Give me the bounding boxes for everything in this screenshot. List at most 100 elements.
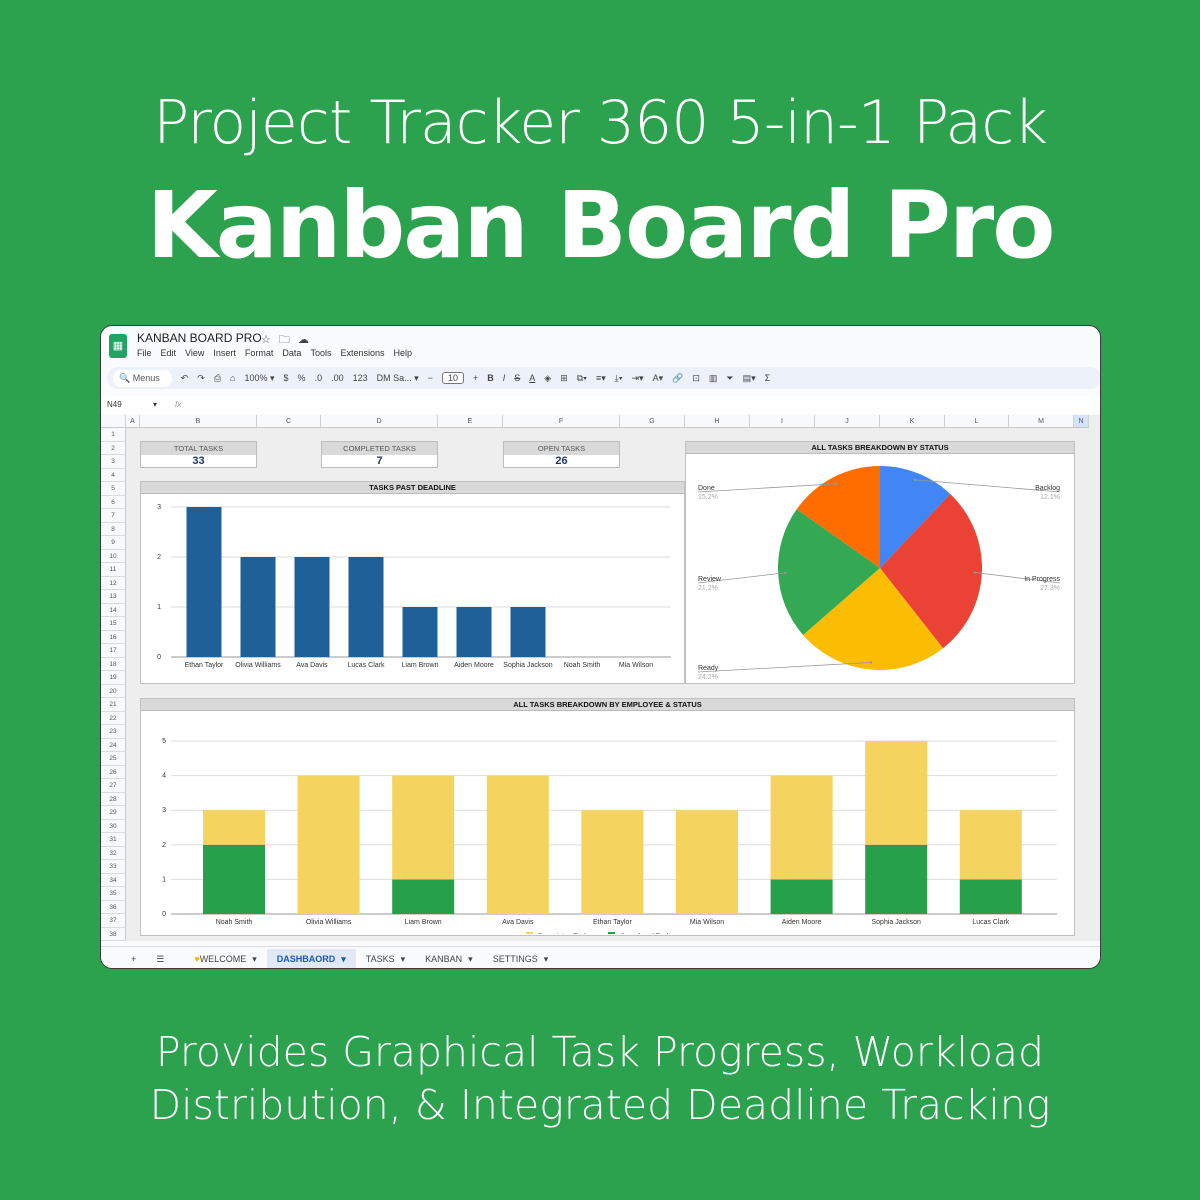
tab-settings[interactable]: SETTINGS ▾ xyxy=(483,949,559,969)
row-header[interactable]: 12 xyxy=(101,576,126,590)
cloud-status-icon[interactable]: ☁ xyxy=(297,334,317,346)
bar-remaining-tasks[interactable] xyxy=(959,810,1022,880)
tab-tasks[interactable]: TASKS ▾ xyxy=(356,949,415,969)
tab-dropdown-icon[interactable]: ▾ xyxy=(400,953,406,964)
merge-cells-icon[interactable]: ⧉▾ xyxy=(576,372,587,383)
row-header[interactable]: 31 xyxy=(101,833,126,847)
row-header[interactable]: 6 xyxy=(101,495,126,509)
row-header[interactable]: 38 xyxy=(101,927,126,941)
bar-ava-davis[interactable] xyxy=(294,557,330,657)
font-size-input[interactable]: 10 xyxy=(441,372,464,384)
bar-remaining-tasks[interactable] xyxy=(297,775,360,914)
formula-input[interactable] xyxy=(186,398,1086,412)
pie-slice-in-progress[interactable] xyxy=(880,494,982,649)
number-format-button[interactable]: 123 xyxy=(352,373,368,383)
column-header-G[interactable]: G xyxy=(620,415,685,428)
zoom-select[interactable]: 100% ▾ xyxy=(244,372,275,383)
tab-dropdown-icon[interactable]: ▾ xyxy=(252,953,257,964)
row-header[interactable]: 25 xyxy=(101,752,126,766)
fill-color-icon[interactable]: ◈ xyxy=(544,372,552,383)
bar-completed-tasks[interactable] xyxy=(392,879,455,914)
column-header-N[interactable]: N xyxy=(1074,415,1089,428)
menus-search[interactable]: 🔍 Menus xyxy=(113,369,172,387)
bar-remaining-tasks[interactable] xyxy=(865,741,928,845)
undo-icon[interactable]: ↶ xyxy=(180,372,189,383)
bar-remaining-tasks[interactable] xyxy=(581,810,644,914)
column-header-E[interactable]: E xyxy=(438,415,503,428)
bar-olivia-williams[interactable] xyxy=(240,557,276,657)
row-header[interactable]: 4 xyxy=(101,468,126,482)
row-header[interactable]: 13 xyxy=(101,590,126,604)
add-sheet-icon[interactable]: + xyxy=(131,953,137,964)
column-header-H[interactable]: H xyxy=(685,415,750,428)
row-header[interactable]: 32 xyxy=(101,846,126,860)
tab-kanban[interactable]: KANBAN ▾ xyxy=(415,949,483,969)
bar-remaining-tasks[interactable] xyxy=(676,810,738,914)
row-header[interactable]: 10 xyxy=(101,549,126,563)
tab-dashbaord[interactable]: DASHBAORD ▾ xyxy=(266,948,356,968)
row-header[interactable]: 27 xyxy=(101,779,126,793)
bar-remaining-tasks[interactable] xyxy=(770,775,833,880)
bar-remaining-tasks[interactable] xyxy=(203,810,265,845)
filter-icon[interactable]: ⏷ xyxy=(726,372,734,383)
name-box-dropdown-icon[interactable]: ▾ xyxy=(153,400,158,409)
filter-views-icon[interactable]: ▤▾ xyxy=(742,372,756,383)
column-header-C[interactable]: C xyxy=(257,415,321,428)
paint-format-icon[interactable]: ⌂ xyxy=(230,373,236,383)
currency-button[interactable]: $ xyxy=(283,373,289,383)
vertical-align-icon[interactable]: ⤓▾ xyxy=(614,372,623,383)
row-header[interactable]: 3 xyxy=(101,455,126,469)
borders-icon[interactable]: ⊞ xyxy=(560,372,568,383)
menu-data[interactable]: Data xyxy=(282,348,302,358)
print-icon[interactable]: ⎙ xyxy=(213,372,222,383)
pie-slice-review[interactable] xyxy=(778,509,880,635)
column-header-A[interactable]: A xyxy=(126,415,140,428)
chart-icon[interactable]: ▥ xyxy=(708,372,718,383)
row-header[interactable]: 35 xyxy=(101,887,126,901)
row-header[interactable]: 21 xyxy=(101,698,126,712)
font-select[interactable]: DM Sa... ▾ xyxy=(376,372,419,383)
bar-remaining-tasks[interactable] xyxy=(392,775,455,880)
tasks-past-deadline-chart[interactable]: TASKS PAST DEADLINE 0 1 2 3 Ethan Taylor Olivi… xyxy=(140,481,685,684)
bold-icon[interactable]: B xyxy=(487,373,494,383)
bar-sophia-jackson[interactable] xyxy=(510,607,546,657)
row-header[interactable]: 19 xyxy=(101,671,126,685)
row-header[interactable]: 2 xyxy=(101,441,126,455)
column-header-I[interactable]: I xyxy=(750,415,815,428)
row-header[interactable]: 7 xyxy=(101,509,126,523)
menu-format[interactable]: Format xyxy=(244,348,274,358)
column-header-D[interactable]: D xyxy=(321,415,438,428)
sheet-grid[interactable]: A B C D E F G H I J K L M N 1 2 3 4 5 6 7 8 9 10 11 12 13 14 15 16 17 1… xyxy=(101,415,1100,941)
row-header[interactable]: 28 xyxy=(101,792,126,806)
bar-remaining-tasks[interactable] xyxy=(486,775,549,914)
column-header-J[interactable]: J xyxy=(815,415,880,428)
row-header[interactable]: 26 xyxy=(101,765,126,779)
bar-aiden-moore[interactable] xyxy=(456,607,492,657)
row-header[interactable]: 34 xyxy=(101,873,126,887)
pie-slice-done[interactable] xyxy=(796,466,880,568)
row-header[interactable]: 16 xyxy=(101,630,126,644)
comment-icon[interactable]: ⊡ xyxy=(692,372,700,383)
font-size-decrease-icon[interactable]: − xyxy=(427,373,433,383)
bar-completed-tasks[interactable] xyxy=(203,844,265,914)
italic-icon[interactable]: I xyxy=(502,373,506,383)
pie-slice-ready[interactable] xyxy=(803,568,944,670)
menu-edit[interactable]: Edit xyxy=(160,348,177,358)
row-header[interactable]: 36 xyxy=(101,900,126,914)
row-header[interactable]: 8 xyxy=(101,522,126,536)
align-icon[interactable]: ≡▾ xyxy=(595,372,606,383)
row-header[interactable]: 24 xyxy=(101,738,126,752)
strikethrough-icon[interactable]: S xyxy=(514,373,521,383)
row-header[interactable]: 22 xyxy=(101,711,126,725)
menu-tools[interactable]: Tools xyxy=(310,348,332,358)
row-header[interactable]: 11 xyxy=(101,563,126,577)
menu-file[interactable]: File xyxy=(137,348,152,358)
tab-dropdown-icon[interactable]: ▾ xyxy=(468,953,473,964)
increase-decimal-button[interactable]: .00 xyxy=(331,373,344,383)
document-title[interactable]: KANBAN BOARD PRO xyxy=(137,331,262,345)
row-header[interactable]: 17 xyxy=(101,644,126,658)
row-header[interactable]: 23 xyxy=(101,725,126,739)
link-icon[interactable]: 🔗 xyxy=(672,372,684,383)
bar-ethan-taylor[interactable] xyxy=(186,507,222,657)
select-all-corner[interactable] xyxy=(101,415,126,428)
